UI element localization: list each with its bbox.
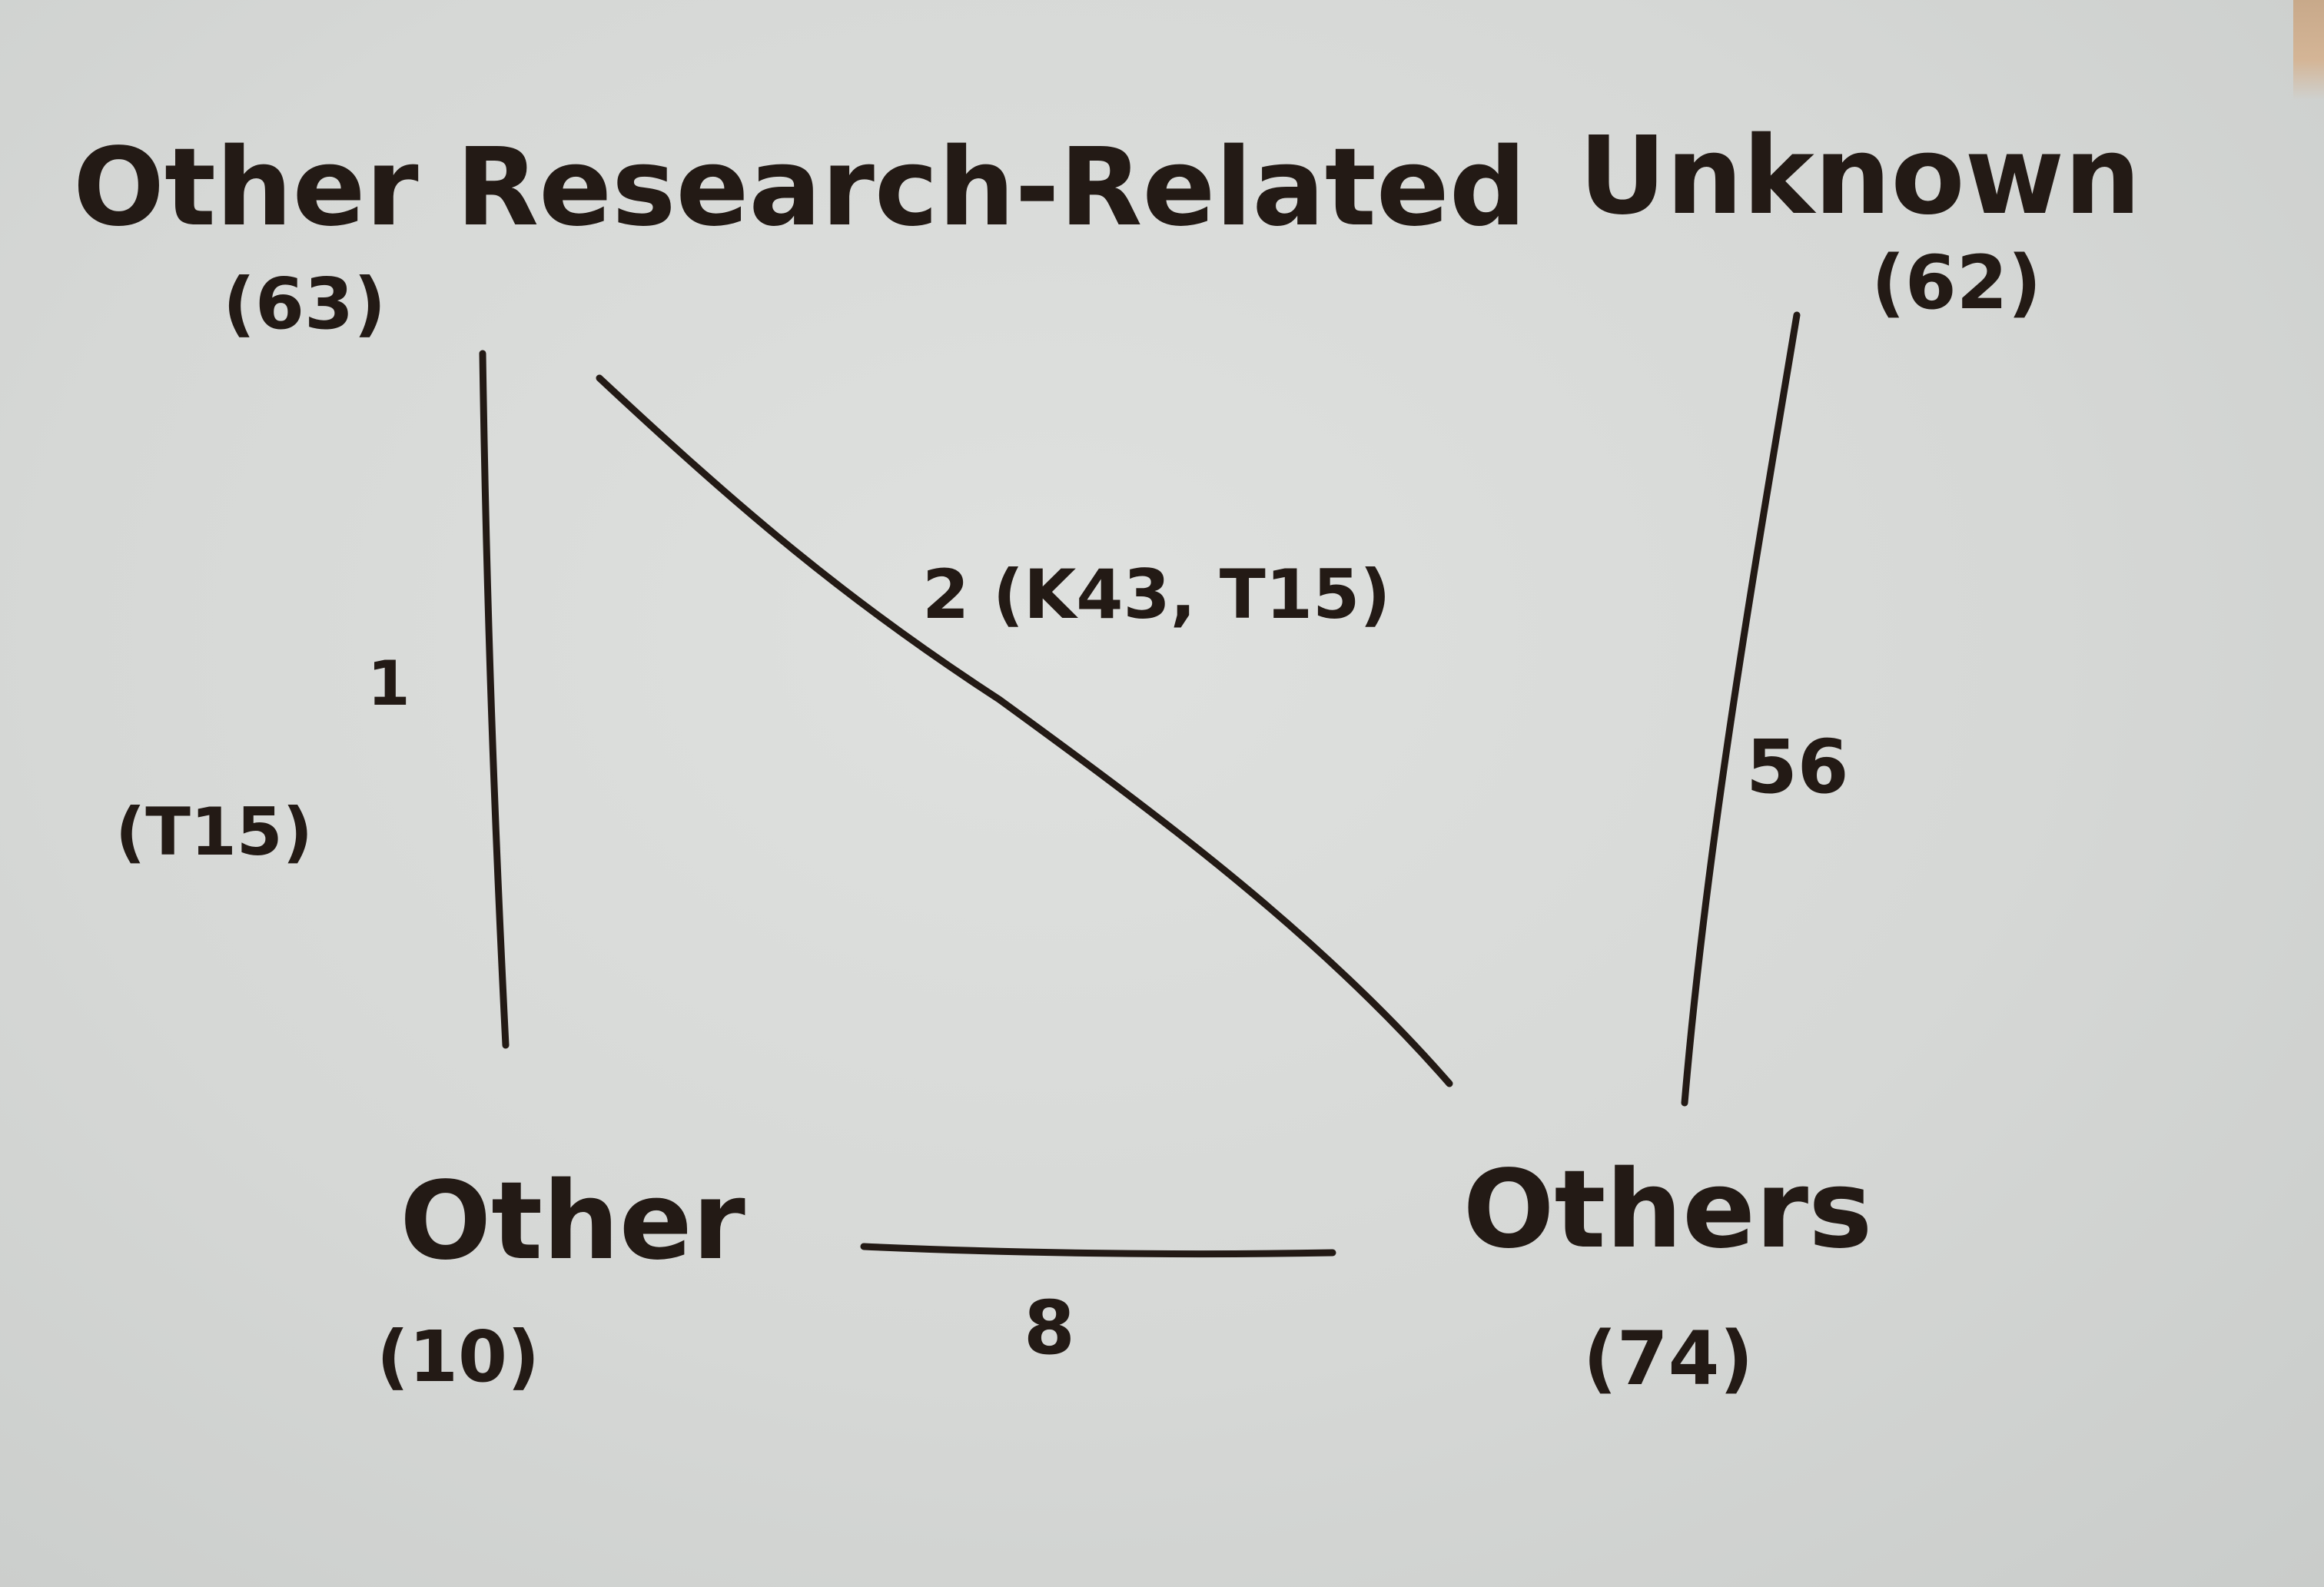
edge-line-research-other: [479, 350, 510, 1049]
node-other-research-related: Other Research-Related: [73, 125, 1526, 251]
edge-label-unknown-others: 56: [1746, 724, 1849, 810]
node-count-unknown: (62): [1871, 240, 2042, 326]
edge-line-other-others: [860, 1243, 1336, 1258]
edge-label-research-other-weight: 1: [367, 648, 410, 719]
node-name: Other Research-Related: [73, 125, 1526, 251]
edge-label-research-other-detail: (T15): [115, 794, 313, 871]
node-unknown: Unknown: [1568, 123, 2152, 231]
edge-line-unknown-others: [1681, 311, 1801, 1107]
node-count-other-research-related: (63): [223, 263, 387, 345]
node-name: Other: [400, 1159, 745, 1284]
edge-label-other-others: 8: [1024, 1285, 1075, 1371]
node-other: Other: [400, 1168, 745, 1276]
edge-label-research-others: 2 (K43, T15): [922, 555, 1391, 634]
node-count-other: (10): [377, 1316, 540, 1398]
node-name: Unknown: [1579, 114, 2141, 239]
node-name: Others: [1462, 1147, 1873, 1273]
node-others: Others: [1452, 1157, 1883, 1264]
edge-line-research-others: [596, 374, 1453, 1087]
node-count-others: (74): [1583, 1316, 1754, 1402]
background-corner: [2293, 0, 2324, 100]
